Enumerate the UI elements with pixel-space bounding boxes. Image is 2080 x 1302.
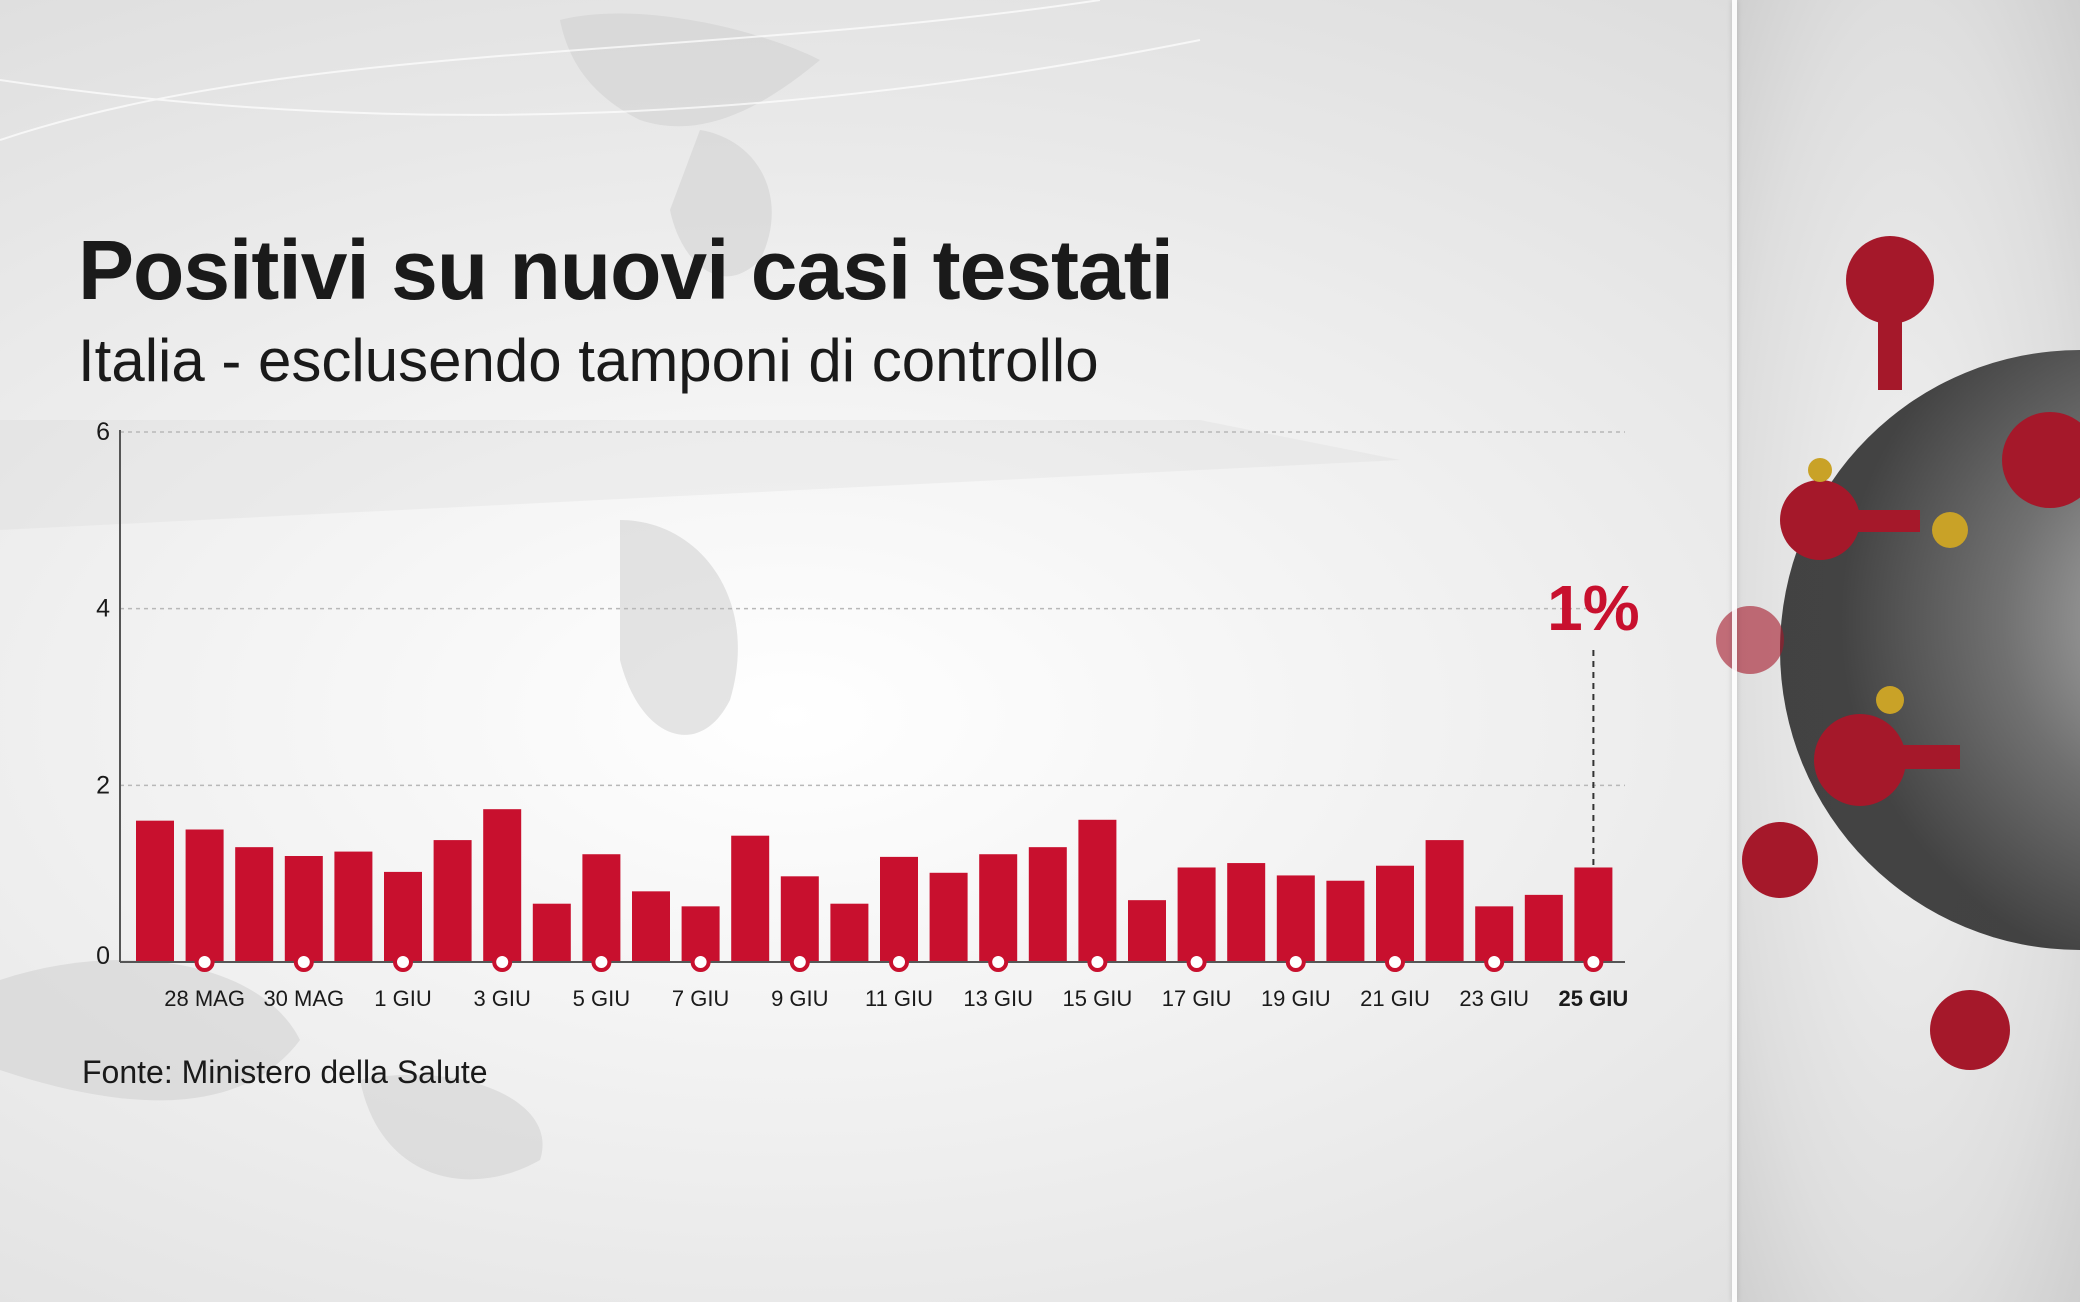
x-tick-marker xyxy=(1583,952,1604,972)
bars xyxy=(136,809,1613,962)
bar-3-giu xyxy=(483,809,522,962)
x-tick-label: 1 GIU xyxy=(374,986,431,1011)
x-tick-marker xyxy=(889,952,909,972)
x-tick-label: 19 GIU xyxy=(1261,986,1331,1011)
bar-9-giu xyxy=(780,876,819,962)
x-tick-marker xyxy=(1087,952,1108,972)
x-axis-ticks: 28 MAG 30 MAG 1 GIU 3 GIU 5 GIU 7 GIU 9 GIU 11 … xyxy=(164,952,1629,1011)
bar-17-giu xyxy=(1177,867,1216,962)
x-tick-label: 25 GIU xyxy=(1559,986,1629,1011)
x-tick-label: 30 MAG xyxy=(263,986,344,1011)
bar-12-giu xyxy=(929,872,968,962)
chart-title: Positivi su nuovi casi testati xyxy=(78,223,1174,317)
y-tick-label: 6 xyxy=(96,418,110,446)
bar-18-giu xyxy=(1227,863,1266,962)
bar-22-giu xyxy=(1425,840,1464,962)
y-tick-label: 0 xyxy=(96,942,110,970)
x-tick-label: 5 GIU xyxy=(573,986,630,1011)
x-tick-marker xyxy=(1285,952,1306,972)
bar-21-giu xyxy=(1376,865,1414,962)
bar-27-mag xyxy=(136,820,174,962)
x-tick-marker xyxy=(789,952,810,972)
x-tick-label: 13 GIU xyxy=(963,986,1033,1011)
x-tick-marker xyxy=(1186,952,1207,972)
highlight-callout: 1% xyxy=(1547,572,1640,868)
coronavirus-illustration xyxy=(1716,236,2080,1070)
x-tick-marker xyxy=(1385,952,1405,972)
bar-1-giu xyxy=(384,871,422,962)
bar-4-giu xyxy=(532,903,571,962)
x-tick-label: 28 MAG xyxy=(164,986,245,1011)
divider-line xyxy=(1732,0,1737,1302)
bar-15-giu xyxy=(1078,819,1117,962)
x-tick-label: 9 GIU xyxy=(771,986,828,1011)
bar-14-giu xyxy=(1028,847,1067,962)
x-tick-marker xyxy=(988,952,1009,972)
bar-31-mag xyxy=(334,851,373,962)
x-tick-marker xyxy=(492,952,513,972)
x-tick-marker xyxy=(293,952,314,972)
x-tick-marker xyxy=(591,952,612,972)
x-tick-label: 15 GIU xyxy=(1063,986,1133,1011)
bar-19-giu xyxy=(1276,875,1315,962)
x-tick-label: 21 GIU xyxy=(1360,986,1430,1011)
axes xyxy=(119,430,1625,963)
bar-6-giu xyxy=(632,891,670,962)
x-tick-label: 3 GIU xyxy=(473,986,530,1011)
bar-5-giu xyxy=(582,854,621,962)
x-tick-label: 17 GIU xyxy=(1162,986,1232,1011)
callout-value: 1% xyxy=(1547,572,1640,644)
x-tick-marker xyxy=(194,952,215,972)
y-axis-labels: 0 2 4 6 xyxy=(96,418,110,970)
x-tick-marker xyxy=(393,952,413,972)
bar-8-giu xyxy=(731,835,770,962)
bar-11-giu xyxy=(880,856,918,962)
bar-16-giu xyxy=(1128,900,1166,962)
bar-20-giu xyxy=(1326,880,1365,962)
x-tick-marker xyxy=(690,952,711,972)
y-tick-label: 2 xyxy=(96,771,110,799)
bar-24-giu xyxy=(1524,894,1563,962)
x-tick-marker xyxy=(1484,952,1505,972)
bar-10-giu xyxy=(830,903,869,962)
bar-13-giu xyxy=(979,854,1018,962)
bar-25-giu xyxy=(1574,867,1613,962)
x-tick-label: 7 GIU xyxy=(672,986,729,1011)
grid-lines xyxy=(120,431,1625,787)
chart-subtitle: Italia - esclusendo tamponi di controllo xyxy=(78,327,1099,394)
bar-29-mag xyxy=(235,847,274,962)
x-tick-label: 23 GIU xyxy=(1459,986,1529,1011)
source-note: Fonte: Ministero della Salute xyxy=(82,1054,488,1090)
bar-30-mag xyxy=(284,856,323,962)
bar-2-giu xyxy=(433,840,472,962)
x-tick-label: 11 GIU xyxy=(865,986,933,1011)
bar-28-mag xyxy=(185,829,224,962)
y-tick-label: 4 xyxy=(96,595,110,623)
